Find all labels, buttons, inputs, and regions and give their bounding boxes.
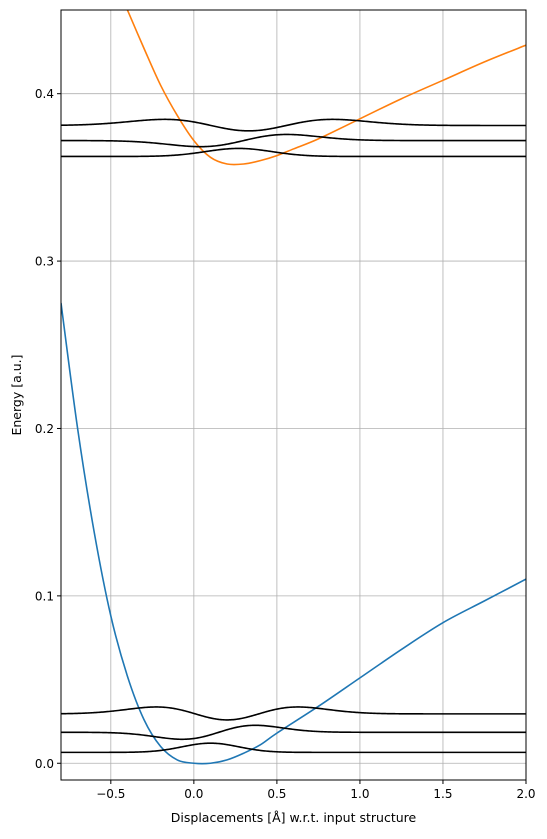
excited-vibrational-level (61, 133, 526, 148)
ground-state-potential-curve (61, 302, 526, 765)
excited-vibrational-level (61, 118, 526, 132)
y-tick-label: 0.1 (35, 589, 54, 603)
x-tick-label: 1.5 (433, 787, 452, 801)
y-tick-label: 0.3 (35, 255, 54, 269)
ground-vibrational-level (61, 706, 526, 721)
x-tick-label: 0.5 (267, 787, 286, 801)
x-tick-label: −0.5 (96, 787, 125, 801)
y-tick-label: 0.0 (35, 757, 54, 771)
x-tick-label: 2.0 (516, 787, 535, 801)
y-tick-label: 0.2 (35, 422, 54, 436)
x-tick-label: 1.0 (350, 787, 369, 801)
x-tick-label: 0.0 (184, 787, 203, 801)
axis-ticks: −0.5 0.0 0.5 1.0 1.5 2.0 0.0 0.1 0.2 0.3 0.4 (35, 87, 536, 801)
potential-curves (61, 10, 526, 765)
ground-vibrational-level (61, 724, 526, 741)
excited-state-potential-curve (126, 10, 526, 166)
y-axis-label: Energy [a.u.] (9, 354, 24, 435)
ground-vibrational-level (61, 742, 526, 754)
x-axis-label: Displacements [Å] w.r.t. input structure (171, 810, 417, 825)
excited-vibrational-level (61, 147, 526, 158)
vibrational-levels (61, 118, 526, 754)
y-tick-label: 0.4 (35, 87, 54, 101)
plot-frame (60, 9, 527, 781)
